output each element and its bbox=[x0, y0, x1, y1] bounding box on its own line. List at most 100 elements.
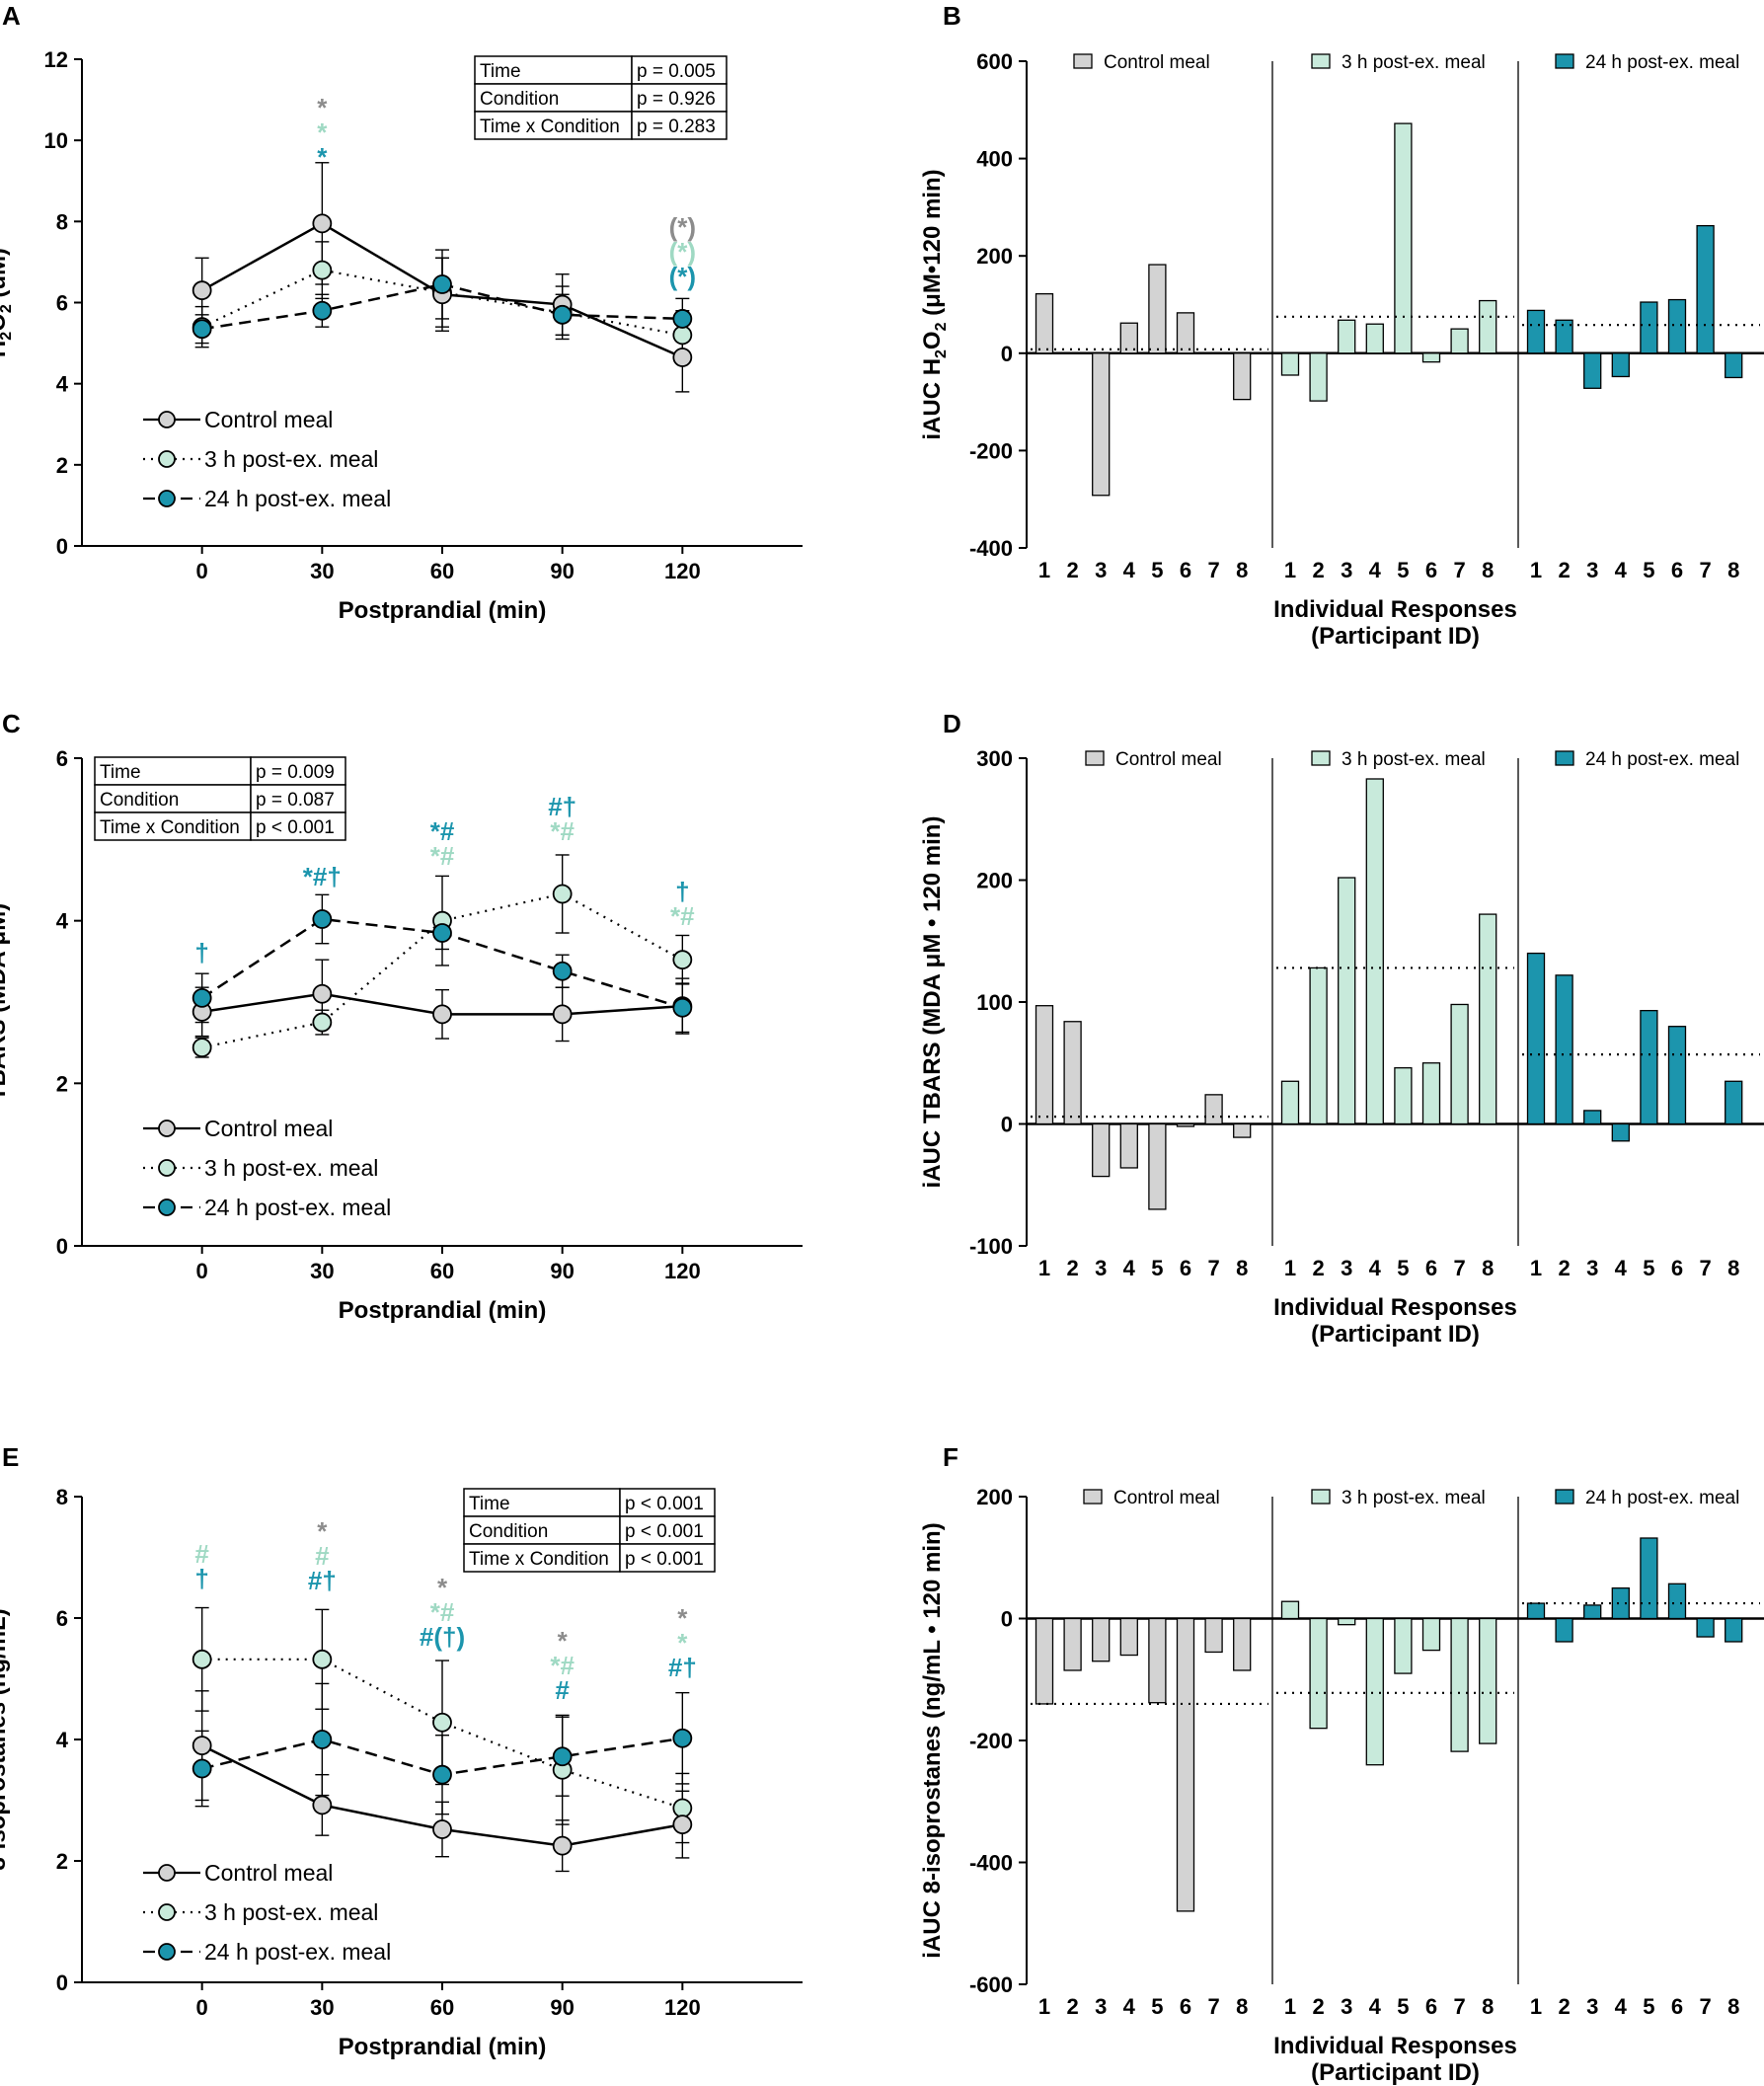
x-axis-title: Postprandial (min) bbox=[339, 1297, 547, 1324]
y-tick-label: 6 bbox=[56, 746, 68, 771]
bar bbox=[1526, 952, 1546, 1125]
significance-mark: * bbox=[558, 1626, 569, 1656]
bar bbox=[1280, 1080, 1300, 1125]
x-tick-label: 1 bbox=[1038, 1994, 1050, 2019]
y-tick-label: 200 bbox=[976, 1485, 1013, 1509]
significance-mark: #† bbox=[668, 1653, 697, 1682]
legend-marker bbox=[158, 1864, 176, 1882]
legend-label: Control meal bbox=[1113, 1488, 1220, 1508]
legend-label: 3 h post-ex. meal bbox=[204, 1155, 378, 1181]
bar bbox=[1583, 1604, 1602, 1620]
x-axis-subtitle: (Participant ID) bbox=[1311, 1321, 1480, 1348]
x-tick-label: 2 bbox=[1558, 558, 1570, 582]
data-point bbox=[192, 987, 212, 1008]
data-point bbox=[552, 1746, 573, 1767]
significance-mark: *#† bbox=[303, 862, 342, 891]
bar bbox=[1555, 1617, 1573, 1643]
significance-mark: † bbox=[675, 877, 689, 906]
significance-mark: *# bbox=[430, 841, 455, 871]
x-tick-label: 7 bbox=[1207, 1994, 1219, 2019]
y-tick-label: 0 bbox=[56, 1234, 68, 1259]
x-tick-label: 1 bbox=[1038, 558, 1050, 582]
data-point bbox=[432, 1712, 452, 1733]
bar bbox=[1092, 1617, 1111, 1662]
legend-label: 24 h post-ex. meal bbox=[204, 1939, 391, 1965]
bar bbox=[1450, 1003, 1469, 1125]
legend-label: Control meal bbox=[1104, 52, 1210, 73]
y-tick-label: 0 bbox=[1001, 342, 1013, 366]
x-tick-label: 2 bbox=[1066, 1256, 1078, 1280]
y-tick-label: -400 bbox=[969, 1851, 1013, 1876]
panel-E: E 0 2 4 6 8 0 30 60 90 120 Postprandial (min) 8-isop… bbox=[0, 1442, 803, 2060]
panel-B: B -400 -200 0 200 400 600 iAUC H2O2 (μM•120 min… bbox=[919, 1, 1764, 650]
significance-mark: *# bbox=[430, 816, 455, 846]
x-axis-title: Postprandial (min) bbox=[339, 2034, 547, 2060]
stats-value: p = 0.283 bbox=[637, 116, 716, 137]
bar bbox=[1338, 1617, 1356, 1626]
y-axis-title: H2O2 (uM) bbox=[0, 248, 15, 357]
legend-marker bbox=[158, 1943, 176, 1961]
y-tick-label: 400 bbox=[976, 147, 1013, 172]
y-tick-label: 2 bbox=[56, 1849, 68, 1874]
legend-marker bbox=[158, 1903, 176, 1921]
stats-cell bbox=[631, 55, 728, 85]
bar bbox=[1280, 352, 1300, 376]
bar bbox=[1583, 1110, 1602, 1125]
x-tick-label: 1 bbox=[1530, 1994, 1542, 2019]
legend-marker bbox=[158, 450, 176, 468]
x-tick-label: 120 bbox=[664, 1259, 701, 1283]
x-tick-label: 8 bbox=[1236, 1994, 1248, 2019]
series-line-1 bbox=[201, 269, 683, 337]
bar bbox=[1696, 1617, 1715, 1638]
bar bbox=[1667, 1026, 1687, 1125]
bar bbox=[1611, 1122, 1630, 1142]
data-point bbox=[432, 1764, 452, 1785]
data-point bbox=[672, 1815, 693, 1834]
x-tick-label: 8 bbox=[1482, 558, 1494, 582]
y-tick-label: 100 bbox=[976, 990, 1013, 1015]
data-point bbox=[432, 1004, 452, 1025]
bar bbox=[1479, 299, 1497, 354]
legend-swatch bbox=[1085, 750, 1105, 766]
x-tick-label: 8 bbox=[1236, 558, 1248, 582]
x-tick-label: 1 bbox=[1530, 558, 1542, 582]
data-point bbox=[312, 300, 333, 321]
x-tick-label: 3 bbox=[1095, 1256, 1107, 1280]
legend-swatch bbox=[1311, 750, 1331, 766]
x-tick-label: 3 bbox=[1341, 558, 1352, 582]
x-tick-label: 7 bbox=[1699, 1256, 1711, 1280]
legend-label: 24 h post-ex. meal bbox=[1585, 1488, 1739, 1508]
significance-mark: * bbox=[437, 1573, 448, 1602]
bar bbox=[1725, 352, 1743, 379]
x-axis-subtitle: (Participant ID) bbox=[1311, 2059, 1480, 2086]
bar bbox=[1421, 352, 1441, 363]
legend-swatch bbox=[1083, 1489, 1103, 1505]
stats-label: Time bbox=[480, 61, 521, 82]
bar bbox=[1725, 1080, 1743, 1125]
x-tick-label: 8 bbox=[1727, 1994, 1739, 2019]
x-tick-label: 4 bbox=[1615, 1994, 1628, 2019]
data-point bbox=[192, 1038, 212, 1058]
y-tick-label: -600 bbox=[969, 1972, 1013, 1997]
data-point bbox=[552, 1835, 573, 1856]
panel-letter-C: C bbox=[2, 709, 21, 738]
bar bbox=[1092, 352, 1111, 497]
x-tick-label: 6 bbox=[1671, 1256, 1683, 1280]
y-tick-label: 4 bbox=[56, 372, 69, 397]
stats-cell bbox=[463, 1543, 621, 1573]
x-axis-title: Individual Responses bbox=[1273, 2033, 1517, 2059]
data-point bbox=[312, 260, 333, 280]
bar bbox=[1555, 319, 1573, 354]
legend-label: 3 h post-ex. meal bbox=[1342, 1488, 1486, 1508]
legend-swatch bbox=[1555, 53, 1574, 69]
panel-letter-A: A bbox=[2, 1, 21, 31]
x-tick-label: 120 bbox=[664, 1995, 701, 2020]
data-point bbox=[552, 884, 573, 904]
y-tick-label: 8 bbox=[56, 209, 68, 234]
data-point bbox=[672, 1728, 693, 1748]
x-tick-label: 6 bbox=[1425, 1256, 1437, 1280]
panel-letter-B: B bbox=[943, 1, 961, 31]
x-tick-label: 90 bbox=[550, 1995, 574, 2020]
x-tick-label: 7 bbox=[1699, 558, 1711, 582]
